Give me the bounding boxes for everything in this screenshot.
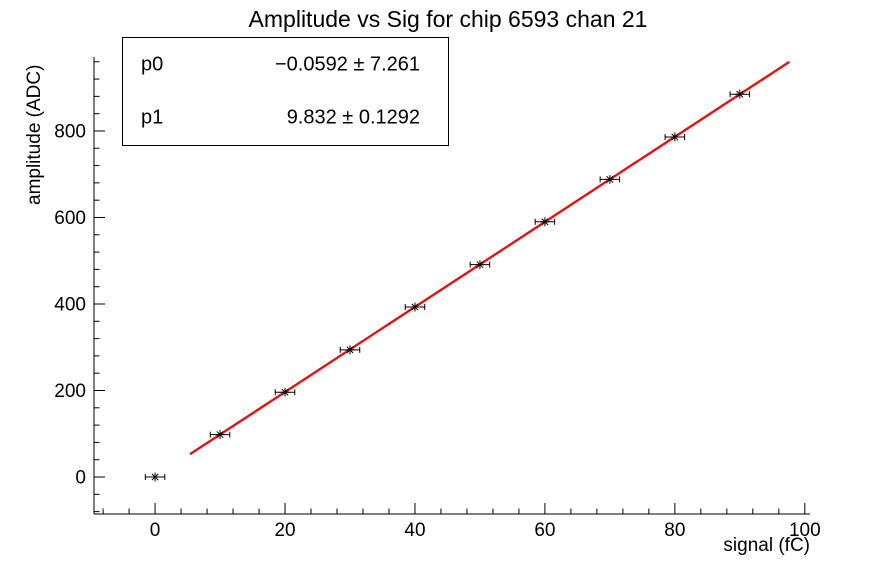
data-point-marker — [151, 473, 159, 481]
data-point-marker — [476, 261, 484, 269]
stats-row-p1: p1 9.832 ± 0.1292 — [123, 91, 448, 144]
x-tick-label: 80 — [664, 520, 685, 541]
fit-param-p0-value: −0.0592 ± 7.261 — [275, 53, 420, 75]
fit-param-p1-value: 9.832 ± 0.1292 — [286, 106, 420, 128]
y-tick-label: 0 — [75, 468, 86, 489]
x-tick-label: 0 — [150, 520, 161, 541]
x-tick-label: 60 — [534, 520, 555, 541]
x-axis-title: signal (fC) — [723, 535, 810, 556]
data-point-marker — [606, 175, 614, 183]
y-tick-label: 800 — [54, 121, 86, 142]
fit-line — [189, 61, 790, 455]
data-point-marker — [216, 431, 224, 439]
y-tick-label: 400 — [54, 294, 86, 315]
y-tick-label: 600 — [54, 208, 86, 229]
data-point-marker — [736, 90, 744, 98]
data-point-marker — [346, 346, 354, 354]
x-tick-label: 20 — [274, 520, 295, 541]
data-point-marker — [411, 303, 419, 311]
data-point-marker — [671, 133, 679, 141]
fit-param-p1-label: p1 — [141, 106, 164, 128]
y-axis-title: amplitude (ADC) — [24, 64, 45, 205]
data-point-marker — [281, 388, 289, 396]
y-tick-label: 200 — [54, 381, 86, 402]
data-point-marker — [541, 218, 549, 226]
stats-box: p0 −0.0592 ± 7.261 p1 9.832 ± 0.1292 — [122, 37, 449, 146]
stats-row-p0: p0 −0.0592 ± 7.261 — [123, 38, 448, 91]
chart-title: Amplitude vs Sig for chip 6593 chan 21 — [248, 6, 648, 32]
fit-param-p0-label: p0 — [141, 53, 164, 75]
x-tick-label: 100 — [789, 520, 821, 541]
x-tick-label: 40 — [404, 520, 425, 541]
